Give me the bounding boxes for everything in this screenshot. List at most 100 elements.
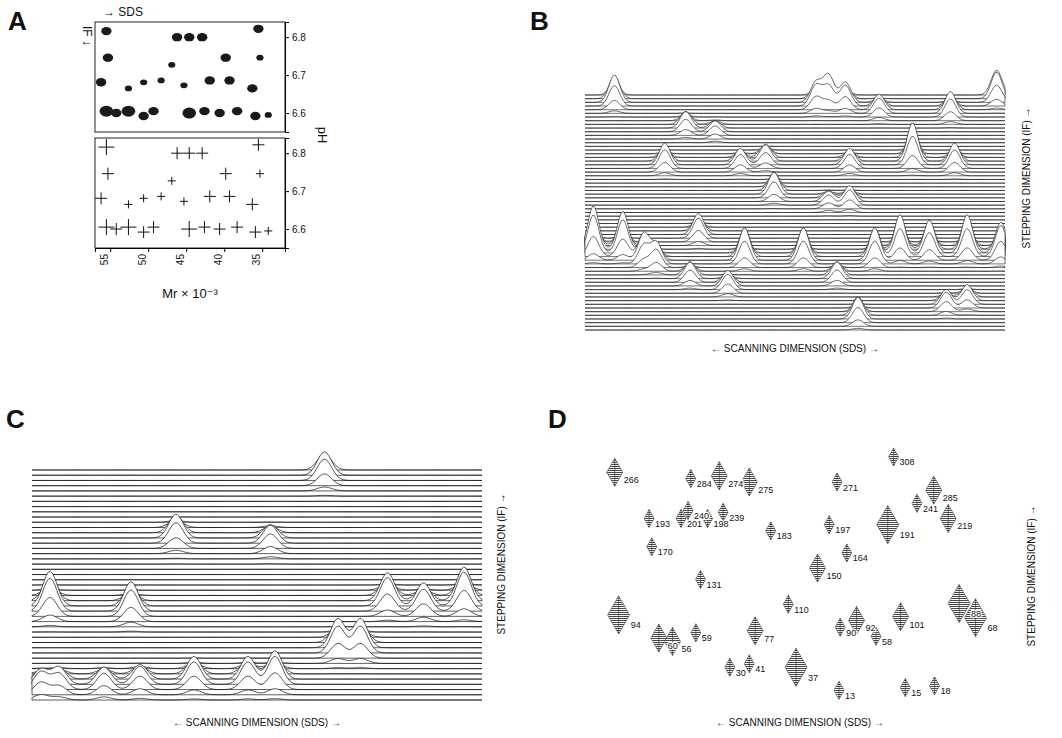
trace bbox=[585, 302, 1005, 312]
cross-arm bbox=[183, 197, 184, 205]
spot-body bbox=[608, 596, 630, 634]
trace bbox=[32, 671, 482, 690]
spot-label: 197 bbox=[835, 525, 850, 535]
spot-label: 30 bbox=[736, 668, 746, 678]
trace bbox=[32, 501, 482, 502]
spot bbox=[691, 624, 701, 642]
trace bbox=[585, 262, 1005, 275]
spot-label: 110 bbox=[794, 605, 808, 615]
trace bbox=[32, 574, 482, 575]
trace bbox=[32, 623, 482, 642]
spot-axis bbox=[749, 655, 750, 673]
cross-arm bbox=[255, 226, 256, 238]
trace bbox=[32, 452, 482, 475]
cross bbox=[148, 221, 160, 233]
spot-axis bbox=[837, 473, 838, 491]
spot-label: 191 bbox=[900, 530, 915, 540]
spot-axis bbox=[618, 596, 619, 634]
axis-title: STEPPING DIMENSION (IF) → bbox=[1026, 505, 1037, 646]
panel: ← SCANNING DIMENSION (SDS) →STEPPING DIM… bbox=[32, 452, 507, 728]
spot-body bbox=[651, 624, 667, 652]
spot bbox=[168, 62, 175, 68]
trace bbox=[32, 506, 482, 507]
trace bbox=[585, 150, 1005, 169]
cross-arm bbox=[258, 139, 259, 151]
spot bbox=[835, 618, 845, 636]
tick-label: 6.7 bbox=[292, 186, 306, 197]
tick-mark bbox=[285, 191, 289, 192]
spot-body bbox=[664, 627, 680, 655]
spot-axis bbox=[690, 470, 691, 488]
spot-axis bbox=[934, 677, 935, 695]
axis: 6.66.76.8 bbox=[285, 139, 306, 249]
spot-axis bbox=[893, 448, 894, 466]
cross-arm bbox=[189, 221, 190, 237]
trace bbox=[32, 578, 482, 611]
spot-label: 241 bbox=[923, 504, 938, 514]
cross bbox=[157, 192, 165, 200]
spot-axis bbox=[959, 585, 960, 623]
panel: 6.66.76.86.66.76.85550454035Mr × 10⁻³pH→… bbox=[80, 5, 330, 301]
spot-axis bbox=[788, 595, 789, 613]
trace bbox=[32, 630, 482, 632]
cross-arm bbox=[143, 194, 144, 202]
cross-arm bbox=[219, 223, 220, 235]
trace bbox=[585, 172, 1005, 190]
spot bbox=[834, 681, 844, 699]
trace bbox=[585, 178, 1005, 180]
spot-label: 41 bbox=[755, 664, 765, 674]
spot bbox=[256, 55, 263, 61]
trace bbox=[32, 583, 482, 585]
spot bbox=[912, 494, 922, 512]
spot bbox=[101, 27, 111, 35]
cross-arm bbox=[128, 219, 129, 235]
spot bbox=[180, 82, 187, 88]
trace bbox=[585, 270, 1005, 286]
spot bbox=[100, 106, 114, 117]
spot-body bbox=[965, 599, 987, 637]
axis-title: STEPPING DIMENSION (IF) → bbox=[496, 493, 507, 634]
spot-body bbox=[835, 618, 845, 636]
axis-title: STEPPING DIMENSION (IF) → bbox=[1021, 107, 1032, 248]
trace bbox=[585, 73, 1005, 102]
spot-axis bbox=[948, 504, 949, 532]
panel-letter: A bbox=[8, 6, 27, 36]
trace bbox=[585, 172, 1005, 194]
spot-axis bbox=[755, 617, 756, 645]
spot bbox=[224, 76, 234, 84]
axis-title: pH bbox=[315, 127, 330, 144]
spot-label: 37 bbox=[808, 673, 818, 683]
spots bbox=[607, 448, 987, 699]
trace bbox=[32, 618, 482, 647]
spot-label: 266 bbox=[624, 475, 639, 485]
cross bbox=[224, 190, 236, 202]
trace bbox=[585, 99, 1005, 117]
spot bbox=[96, 78, 106, 86]
cross-arm bbox=[204, 221, 205, 233]
spot-axis bbox=[796, 648, 797, 686]
trace bbox=[585, 111, 1005, 124]
spot-body bbox=[741, 468, 757, 496]
trace bbox=[585, 136, 1005, 164]
tick-mark bbox=[285, 113, 289, 114]
cross bbox=[110, 223, 122, 235]
spot-body bbox=[783, 595, 793, 613]
spot-label: 239 bbox=[729, 513, 744, 523]
cross bbox=[220, 168, 232, 180]
marks bbox=[95, 139, 272, 238]
panel: ← SCANNING DIMENSION (SDS) →STEPPING DIM… bbox=[585, 70, 1032, 354]
spot-axis bbox=[700, 570, 701, 588]
trace bbox=[585, 270, 1005, 282]
spot-axis bbox=[829, 516, 830, 534]
spot-body bbox=[926, 476, 942, 504]
spot bbox=[725, 658, 735, 676]
spot bbox=[842, 544, 852, 562]
cross bbox=[196, 147, 208, 159]
spot-body bbox=[647, 538, 657, 556]
cross bbox=[198, 221, 210, 233]
trace bbox=[32, 622, 482, 627]
trace bbox=[585, 215, 1005, 217]
cross bbox=[95, 192, 107, 204]
spot-axis bbox=[658, 624, 659, 652]
trace bbox=[585, 112, 1005, 121]
